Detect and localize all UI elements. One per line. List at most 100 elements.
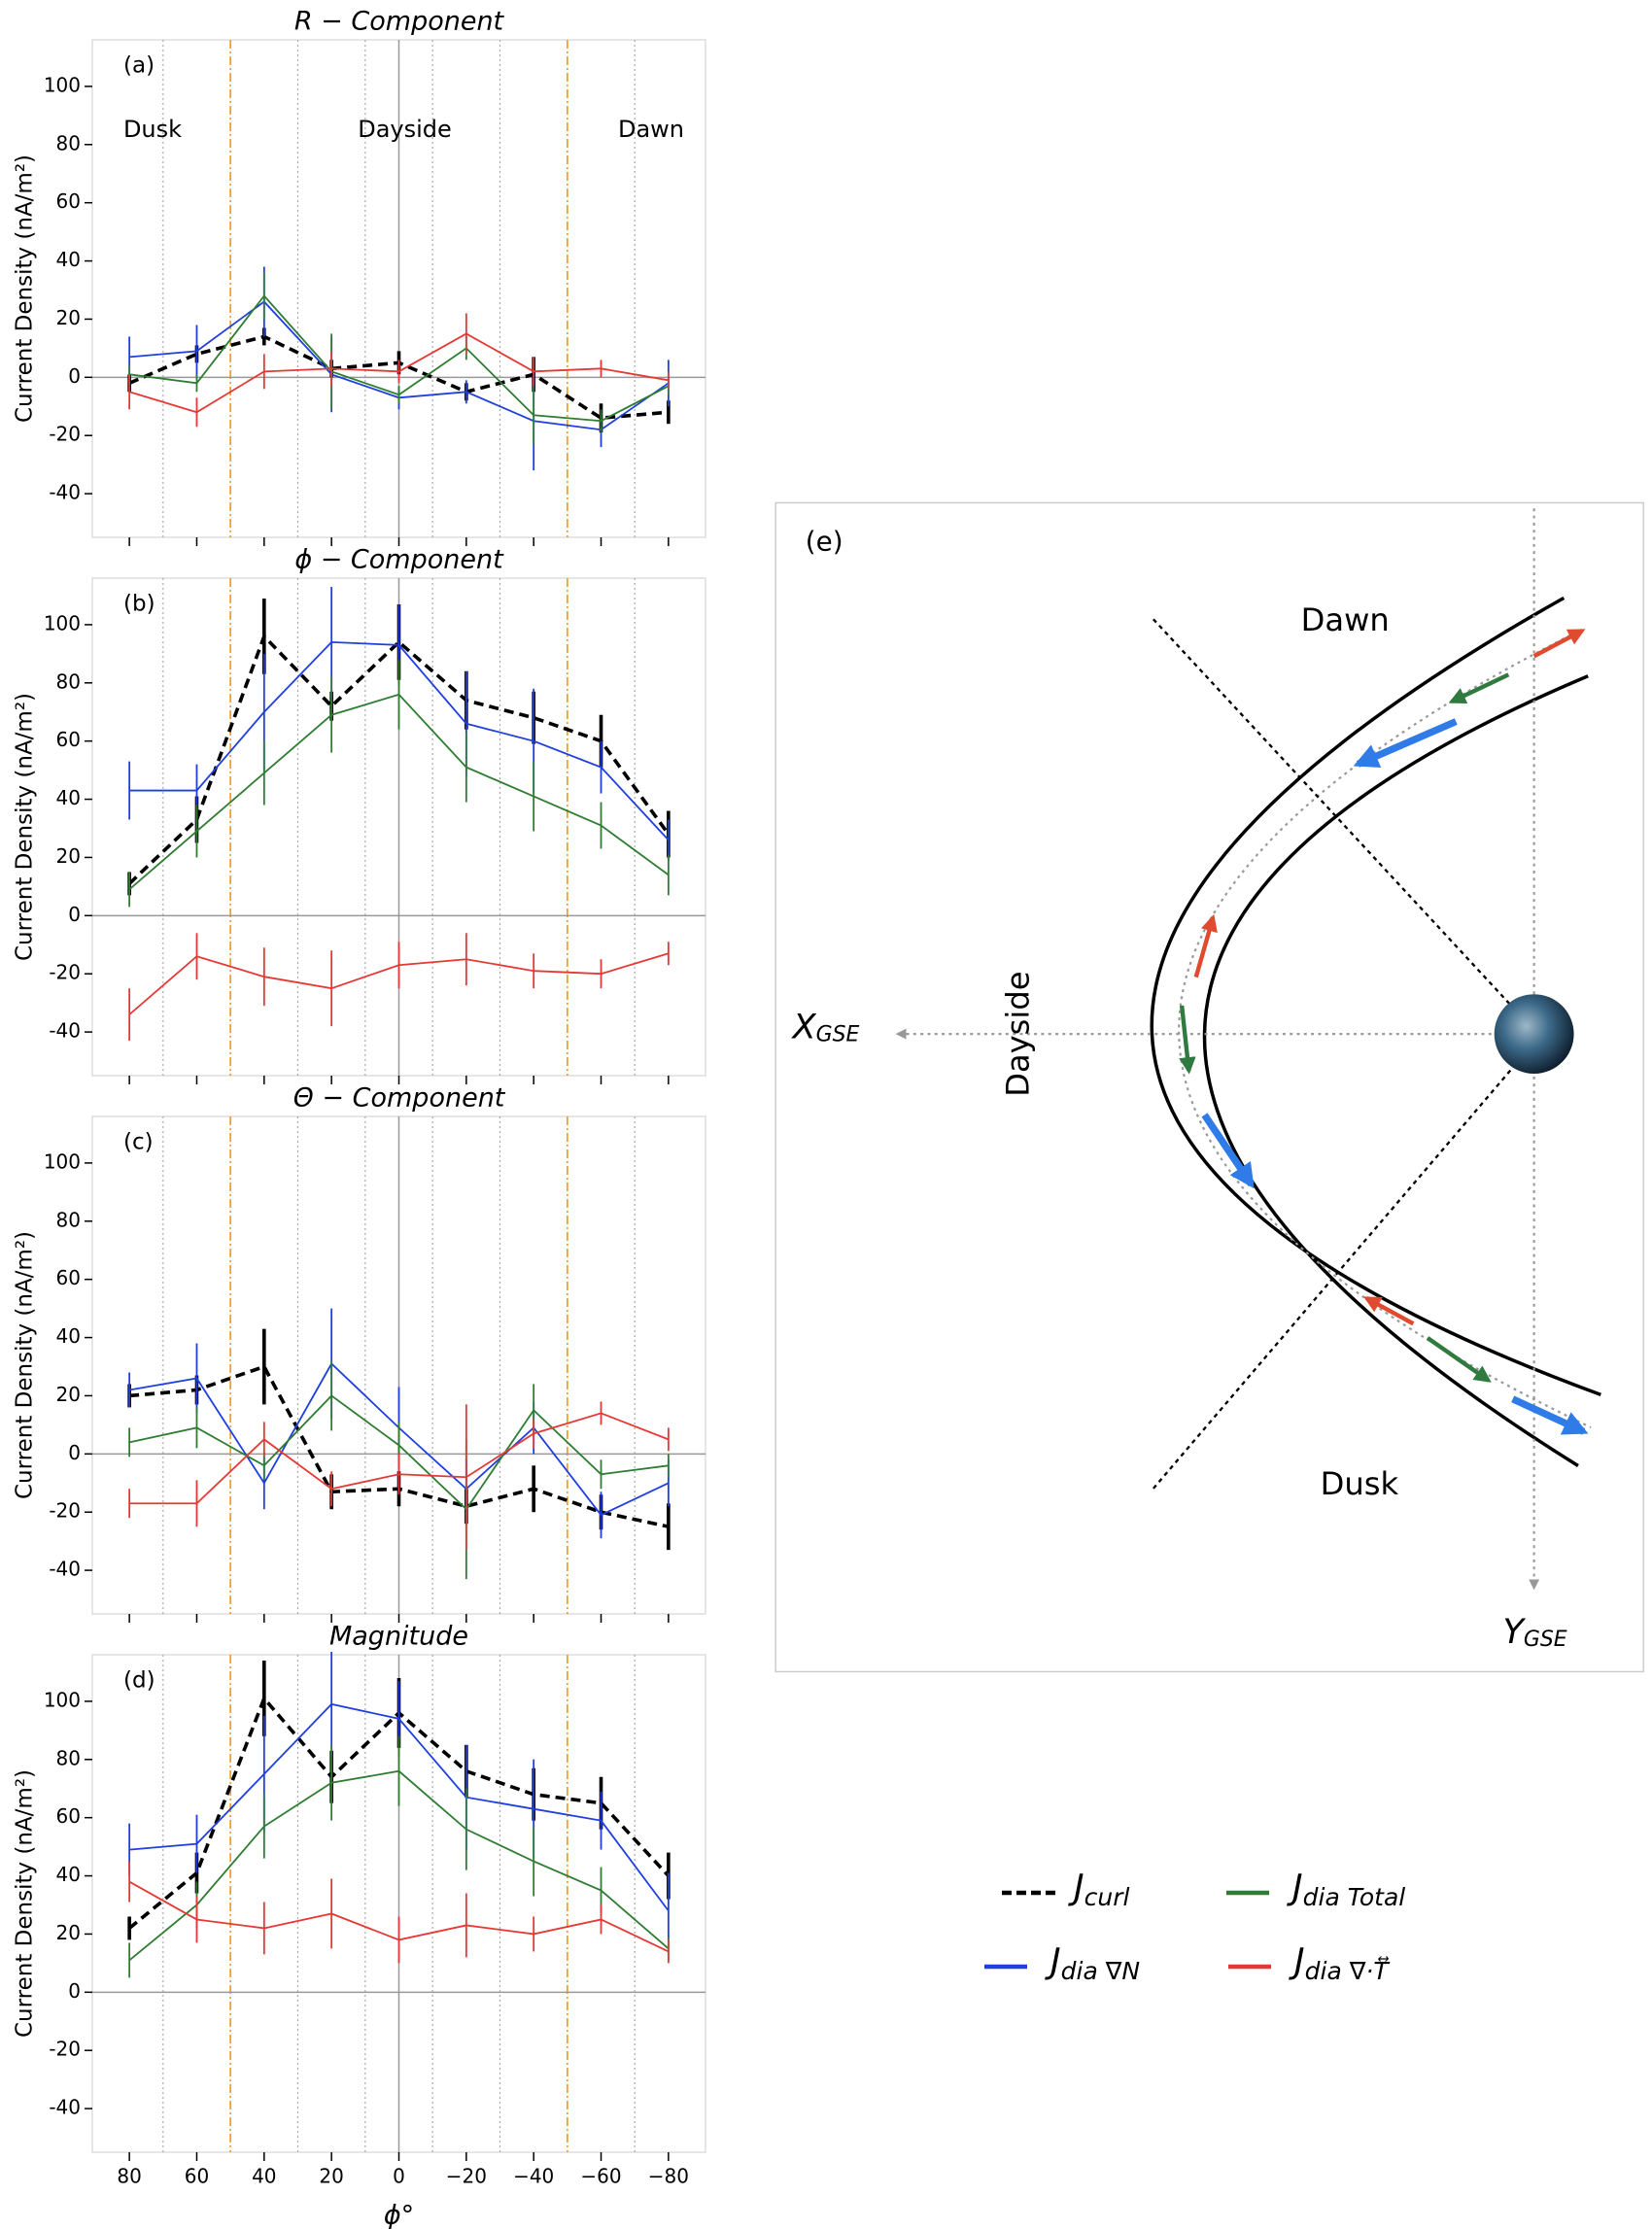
diagram-panel: (e) Dawn Dusk Dayside XGSE YGSE bbox=[774, 501, 1644, 1673]
annotation: Dawn bbox=[618, 116, 684, 143]
legend-label: Jdia Total bbox=[1287, 1868, 1405, 1911]
y-tick-label: 60 bbox=[56, 1804, 81, 1828]
y-tick-label: 0 bbox=[68, 1441, 81, 1464]
y-tick-label: 80 bbox=[56, 1208, 81, 1231]
annotation: Dusk bbox=[123, 116, 182, 143]
terminator-line bbox=[1153, 1049, 1529, 1490]
chart-title: Magnitude bbox=[329, 1622, 468, 1652]
y-tick-label: -40 bbox=[49, 481, 81, 504]
panel-label: (a) bbox=[123, 53, 155, 79]
y-tick-label: 20 bbox=[56, 306, 81, 329]
symbol: Y bbox=[1502, 1612, 1526, 1652]
subscript: GSE bbox=[1524, 1628, 1567, 1652]
legend-symbol: J bbox=[1045, 1941, 1061, 1981]
y-axis-label: YGSE bbox=[1502, 1612, 1566, 1652]
y-tick-label: -20 bbox=[49, 423, 81, 446]
y-axis-label: Current Density (nA/m²) bbox=[13, 154, 38, 423]
x-tick-label: 80 bbox=[117, 2165, 141, 2188]
x-tick-label: 60 bbox=[185, 2165, 209, 2188]
legend-label: Jcurl bbox=[1068, 1868, 1129, 1911]
chart: -40 -20 0 20 40 60 80 100 80 60 40 20 0 −20 −40 −60 −80 M… bbox=[13, 1622, 706, 2229]
y-tick-label: 40 bbox=[56, 1863, 81, 1886]
panel-label: (e) bbox=[806, 525, 843, 557]
chart-title: Θ − Component bbox=[293, 1083, 506, 1114]
symbol: X bbox=[791, 1007, 817, 1046]
chart: -40 -20 0 20 40 60 80 100 R − Component (a) Curren… bbox=[13, 7, 706, 546]
y-tick-label: 20 bbox=[56, 1383, 81, 1406]
annotation: Dayside bbox=[358, 116, 452, 143]
x-axis-label: XGSE bbox=[791, 1007, 860, 1046]
y-tick-label: 80 bbox=[56, 131, 81, 154]
dayside-label: Dayside bbox=[1000, 971, 1037, 1096]
y-tick-label: 20 bbox=[56, 1921, 81, 1944]
x-tick-label: 20 bbox=[319, 2165, 343, 2188]
arrow bbox=[1353, 718, 1458, 768]
x-tick-label: 0 bbox=[393, 2165, 405, 2188]
panel-label: (b) bbox=[123, 592, 155, 617]
arrow bbox=[1363, 1296, 1415, 1326]
y-tick-label: 40 bbox=[56, 1324, 81, 1348]
arrow bbox=[1532, 629, 1586, 659]
y-axis-label: Current Density (nA/m²) bbox=[13, 693, 38, 961]
y-tick-label: 0 bbox=[68, 903, 81, 926]
dawn-label: Dawn bbox=[1301, 601, 1390, 638]
chart: -40 -20 0 20 40 60 80 100 ϕ − Component (b) Curren… bbox=[13, 545, 706, 1084]
arrow bbox=[1193, 913, 1218, 978]
x-tick-label: 40 bbox=[252, 2165, 276, 2188]
y-tick-label: 0 bbox=[68, 364, 81, 388]
chart-title: R − Component bbox=[294, 7, 505, 37]
y-tick-label: 40 bbox=[56, 248, 81, 271]
y-tick-label: 60 bbox=[56, 1266, 81, 1289]
panel-frame bbox=[774, 501, 1644, 1673]
y-tick-label: 20 bbox=[56, 844, 81, 868]
subscript: GSE bbox=[816, 1023, 860, 1047]
arrow bbox=[1179, 1005, 1196, 1075]
y-tick-label: 100 bbox=[44, 73, 81, 96]
y-tick-label: 0 bbox=[68, 1979, 81, 2003]
legend-label: Jdia ∇N bbox=[1045, 1941, 1140, 1985]
y-tick-label: 80 bbox=[56, 1746, 81, 1769]
x-tick-label: −60 bbox=[580, 2165, 621, 2188]
y-tick-label: -40 bbox=[49, 1558, 81, 1581]
y-axis-label: Current Density (nA/m²) bbox=[13, 1769, 38, 2038]
dusk-label: Dusk bbox=[1321, 1465, 1399, 1502]
legend-subscript: dia ∇N bbox=[1061, 1957, 1141, 1985]
y-tick-label: -40 bbox=[49, 1019, 81, 1043]
charts: -40 -20 0 20 40 60 80 100 R − Component (a) Curren… bbox=[13, 7, 706, 2229]
y-tick-label: 100 bbox=[44, 611, 81, 634]
x-tick-label: −40 bbox=[513, 2165, 554, 2188]
y-tick-label: 40 bbox=[56, 786, 81, 809]
outer-boundary bbox=[1150, 596, 1601, 1397]
x-tick-label: −20 bbox=[446, 2165, 487, 2188]
panel-label: (d) bbox=[123, 1668, 155, 1694]
legend-subscript: dia ∇·T⃡ bbox=[1305, 1956, 1391, 1985]
earth bbox=[1494, 994, 1574, 1075]
x-axis-label: ϕ° bbox=[384, 2201, 414, 2229]
legend-subscript: curl bbox=[1084, 1883, 1130, 1911]
y-axis-label: Current Density (nA/m²) bbox=[13, 1231, 38, 1499]
y-tick-label: 100 bbox=[44, 1688, 81, 1711]
arrow bbox=[1201, 1113, 1255, 1189]
series-line bbox=[127, 633, 671, 885]
panel-label: (c) bbox=[123, 1130, 154, 1155]
arrow bbox=[1426, 1336, 1492, 1383]
chart-title: ϕ − Component bbox=[294, 545, 504, 575]
y-tick-label: -20 bbox=[49, 961, 81, 984]
y-tick-label: 80 bbox=[56, 669, 81, 693]
chart: -40 -20 0 20 40 60 80 100 Θ − Component (c) Curren… bbox=[13, 1083, 706, 1623]
legend-subscript: dia Total bbox=[1303, 1883, 1406, 1911]
arrow bbox=[1448, 672, 1510, 704]
legend-symbol: J bbox=[1289, 1941, 1305, 1981]
legend-label: Jdia ∇·T⃡ bbox=[1289, 1941, 1390, 1985]
y-tick-label: -20 bbox=[49, 1499, 81, 1523]
y-tick-label: -40 bbox=[49, 2096, 81, 2119]
x-tick-label: −80 bbox=[648, 2165, 689, 2188]
terminator-line bbox=[1153, 618, 1529, 1024]
legend-symbol: J bbox=[1068, 1868, 1084, 1907]
y-tick-label: 60 bbox=[56, 189, 81, 213]
y-tick-label: 100 bbox=[44, 1149, 81, 1173]
y-tick-label: -20 bbox=[49, 2038, 81, 2061]
arrow bbox=[1511, 1395, 1589, 1435]
